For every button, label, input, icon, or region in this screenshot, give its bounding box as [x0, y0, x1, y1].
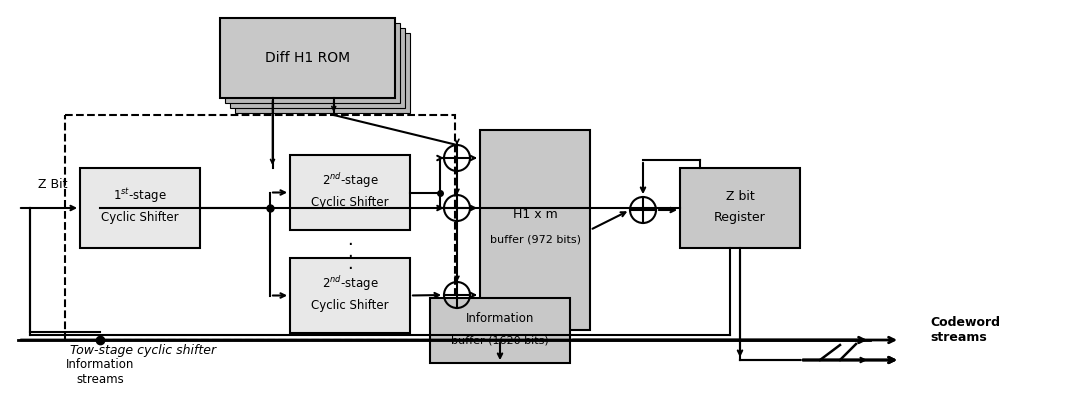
Bar	[235, 33, 410, 113]
Text: Tow-stage cyclic shifter: Tow-stage cyclic shifter	[70, 344, 216, 357]
Bar	[290, 155, 410, 230]
Text: Information
streams: Information streams	[65, 358, 134, 386]
Text: Z Bit: Z Bit	[38, 178, 68, 191]
Bar	[230, 28, 405, 108]
Text: Cyclic Shifter: Cyclic Shifter	[311, 196, 389, 209]
Text: Cyclic Shifter: Cyclic Shifter	[311, 299, 389, 312]
Text: .: .	[347, 255, 353, 273]
Text: buffer (972 bits): buffer (972 bits)	[489, 235, 581, 245]
Text: Information: Information	[465, 312, 534, 325]
Text: 2$^{nd}$-stage: 2$^{nd}$-stage	[322, 274, 378, 293]
Bar	[80, 168, 199, 248]
Text: .: .	[347, 243, 353, 261]
Bar	[429, 298, 570, 363]
Text: buffer (1620 bits): buffer (1620 bits)	[451, 336, 549, 345]
Text: 2$^{nd}$-stage: 2$^{nd}$-stage	[322, 171, 378, 190]
Text: Diff H1 ROM: Diff H1 ROM	[265, 51, 350, 65]
Bar	[65, 115, 455, 340]
Bar	[480, 130, 590, 330]
Text: 1$^{st}$-stage: 1$^{st}$-stage	[113, 187, 167, 205]
Text: H1 x m: H1 x m	[512, 209, 557, 222]
Text: Cyclic Shifter: Cyclic Shifter	[101, 211, 179, 224]
Text: Codeword
streams: Codeword streams	[930, 316, 1000, 344]
Text: Z bit: Z bit	[726, 189, 754, 203]
Text: .: .	[347, 231, 353, 249]
Bar	[680, 168, 800, 248]
Text: Register: Register	[714, 211, 766, 224]
Bar	[290, 258, 410, 333]
Bar	[225, 23, 400, 103]
Bar	[220, 18, 395, 98]
